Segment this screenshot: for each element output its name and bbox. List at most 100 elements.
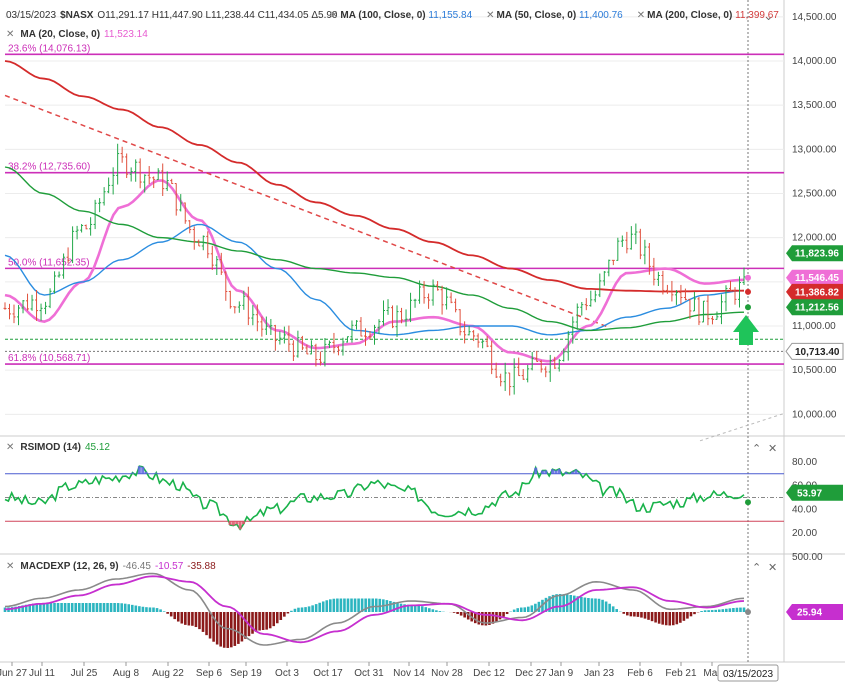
ohlc-bar xyxy=(616,237,620,261)
ohlc-bar xyxy=(535,350,539,362)
rsi-line xyxy=(4,465,745,531)
y-tick-label: 14,000.00 xyxy=(792,56,837,67)
y-tick-label: 13,000.00 xyxy=(792,144,837,155)
ohlc-bar xyxy=(656,271,660,287)
ohlc-bar xyxy=(400,307,404,324)
ohlc-bar xyxy=(246,286,250,326)
ohlc-bar xyxy=(634,223,638,245)
ohlc-bar xyxy=(341,337,345,356)
ohlc-bar xyxy=(661,270,665,295)
ohlc-bar xyxy=(697,296,701,326)
ohlc-bar xyxy=(80,224,84,233)
marker-dot xyxy=(745,288,751,295)
x-tick-label: Aug 8 xyxy=(113,668,140,679)
fib-label: 61.8% (10,568.71) xyxy=(8,353,90,364)
rsi-tag-label: 53.97 xyxy=(797,488,822,499)
ohlc-bar xyxy=(188,220,192,234)
ohlc-bar xyxy=(3,302,7,310)
ohlc-bar xyxy=(44,301,48,315)
ohlc-bar xyxy=(174,183,178,216)
price-tag: 10,713.40 xyxy=(785,342,844,360)
ohlc-bar xyxy=(575,303,579,330)
ohlc-bar xyxy=(382,300,386,326)
rsi-tick-label: 40.00 xyxy=(792,504,817,515)
y-tick-label: 14,500.00 xyxy=(792,12,837,23)
ohlc-bar xyxy=(84,224,88,230)
y-tick-label: 10,000.00 xyxy=(792,409,837,420)
ohlc-bar xyxy=(39,303,43,321)
x-tick-label: Jun 27 xyxy=(0,668,27,679)
ohlc-bar xyxy=(152,176,156,189)
price-tag: 11,386.82 xyxy=(786,283,843,300)
ohlc-bar xyxy=(305,344,309,355)
price-tag: 11,823.96 xyxy=(786,245,843,262)
x-tick-label: Sep 19 xyxy=(230,668,262,679)
fib-label: 38.2% (12,735.60) xyxy=(8,162,90,173)
ohlc-bar xyxy=(620,235,624,247)
ohlc-bar xyxy=(625,231,629,254)
ohlc-bar xyxy=(458,309,462,336)
ohlc-bar xyxy=(706,295,710,326)
rsi-tick-label: 80.00 xyxy=(792,457,817,468)
ohlc-bar xyxy=(512,358,516,395)
ohlc-bar xyxy=(318,351,322,366)
y-tick-label: 11,000.00 xyxy=(792,321,836,332)
x-tick-label: Dec 27 xyxy=(515,668,547,679)
x-tick-label: Oct 31 xyxy=(354,668,384,679)
x-tick-label: Sep 6 xyxy=(196,668,223,679)
ohlc-bar xyxy=(359,317,363,337)
ohlc-bar xyxy=(377,319,381,335)
ohlc-bar xyxy=(138,158,142,189)
y-tick-label: 10,500.00 xyxy=(792,365,837,376)
ohlc-bar xyxy=(436,281,440,291)
ohlc-bar xyxy=(395,305,399,337)
ohlc-bar xyxy=(521,369,525,380)
ohlc-bar xyxy=(93,199,97,230)
ohlc-bar xyxy=(557,358,561,372)
ohlc-bar xyxy=(449,292,453,304)
ohlc-bar xyxy=(332,332,336,354)
ohlc-bar xyxy=(733,287,737,305)
series-line xyxy=(4,166,745,332)
ohlc-bar xyxy=(409,292,413,323)
ohlc-bar xyxy=(427,293,431,309)
ohlc-bar xyxy=(454,298,458,313)
ohlc-bar xyxy=(422,281,426,304)
ohlc-bar xyxy=(481,338,485,349)
ohlc-bar xyxy=(413,298,417,308)
ohlc-bar xyxy=(143,174,147,193)
macd-tick-label: 500.00 xyxy=(792,552,823,563)
x-tick-label: Nov 28 xyxy=(431,668,463,679)
x-tick-label: Dec 12 xyxy=(473,668,505,679)
ohlc-bar xyxy=(386,299,390,315)
ohlc-bar xyxy=(183,202,187,224)
ohlc-bar xyxy=(724,285,728,312)
ohlc-bar xyxy=(354,320,358,330)
marker-dot xyxy=(745,274,751,281)
ohlc-bar xyxy=(125,153,129,179)
series-line xyxy=(4,60,744,293)
ohlc-bar xyxy=(264,316,268,335)
price-tag-label: 10,713.40 xyxy=(795,347,840,358)
ohlc-bar xyxy=(562,348,566,362)
ohlc-bar xyxy=(715,311,719,320)
ohlc-bar xyxy=(345,336,349,343)
ohlc-bar xyxy=(107,177,111,194)
ohlc-bar xyxy=(647,242,651,275)
ohlc-bar xyxy=(71,226,75,264)
ohlc-bar xyxy=(111,167,115,195)
fib-label: 23.6% (14,076.13) xyxy=(8,43,90,54)
ohlc-bar xyxy=(314,343,318,367)
rsi-tick-label: 20.00 xyxy=(792,528,817,539)
ohlc-bar xyxy=(278,331,282,345)
ohlc-bar xyxy=(179,194,183,212)
ohlc-bar xyxy=(652,257,656,286)
y-tick-label: 12,000.00 xyxy=(792,233,837,244)
ohlc-bar xyxy=(553,356,557,369)
ohlc-bar xyxy=(607,259,611,277)
ohlc-bar xyxy=(350,320,354,343)
ohlc-bar xyxy=(688,298,692,319)
ohlc-bar xyxy=(291,340,295,361)
x-tick-label: Jan 9 xyxy=(549,668,574,679)
